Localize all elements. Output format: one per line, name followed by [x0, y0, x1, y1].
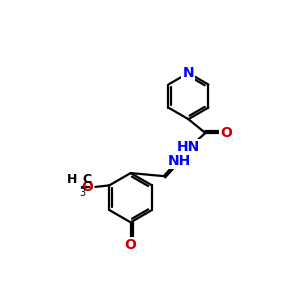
Text: O: O: [81, 180, 93, 194]
Text: NH: NH: [167, 154, 191, 168]
Text: HN: HN: [177, 140, 200, 154]
Text: N: N: [183, 66, 194, 80]
Text: H: H: [67, 173, 77, 186]
Text: C: C: [82, 173, 91, 186]
Text: O: O: [125, 238, 136, 252]
Text: O: O: [220, 126, 232, 140]
Text: 3: 3: [79, 188, 85, 198]
